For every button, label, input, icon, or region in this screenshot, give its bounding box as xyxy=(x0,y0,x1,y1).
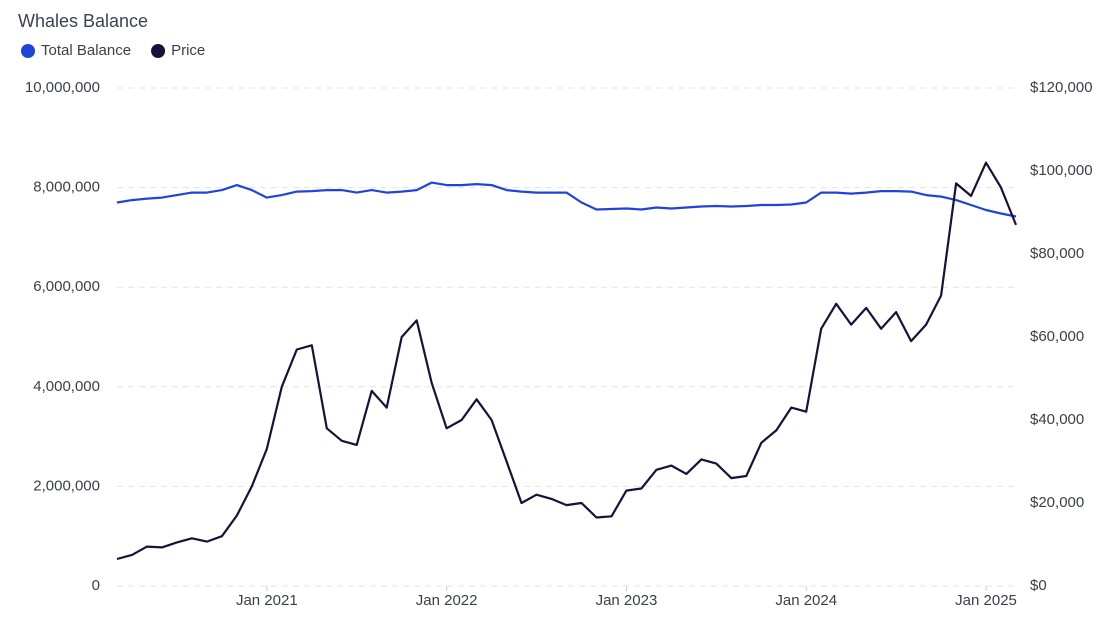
y-tick-label: 10,000,000 xyxy=(25,79,100,96)
x-tick-label: Jan 2022 xyxy=(416,592,478,609)
y2-tick-label: $100,000 xyxy=(1030,162,1093,179)
y2-tick-label: $60,000 xyxy=(1030,328,1084,345)
y-tick-label: 8,000,000 xyxy=(33,179,100,196)
y2-tick-label: $80,000 xyxy=(1030,245,1084,262)
legend-marker xyxy=(151,44,166,58)
y-tick-label: 2,000,000 xyxy=(33,477,100,494)
y-tick-label: 6,000,000 xyxy=(33,278,100,295)
chart-title: Whales Balance xyxy=(18,11,148,31)
x-tick-label: Jan 2021 xyxy=(236,592,298,609)
y2-tick-label: $40,000 xyxy=(1030,411,1084,428)
y-tick-label: 0 xyxy=(92,577,100,594)
legend-marker xyxy=(21,44,35,58)
x-tick-label: Jan 2023 xyxy=(596,592,658,609)
x-tick-label: Jan 2025 xyxy=(955,592,1017,609)
y2-tick-label: $120,000 xyxy=(1030,79,1093,96)
legend-label: Price xyxy=(171,42,205,59)
series-line xyxy=(116,181,1017,218)
series-line xyxy=(116,161,1018,561)
legend-label: Total Balance xyxy=(41,42,131,59)
y2-tick-label: $0 xyxy=(1030,577,1047,594)
y2-tick-label: $20,000 xyxy=(1030,494,1084,511)
x-tick-label: Jan 2024 xyxy=(775,592,837,609)
y-tick-label: 4,000,000 xyxy=(33,378,100,395)
